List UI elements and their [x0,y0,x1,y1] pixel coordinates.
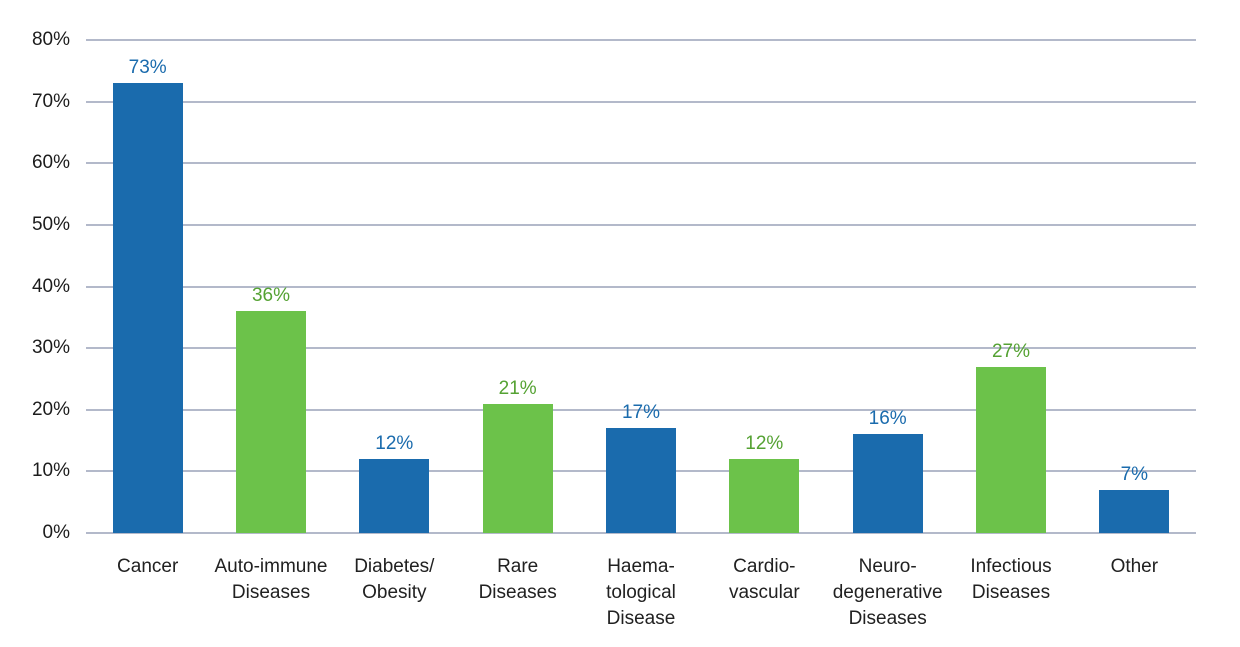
category-label-neuro: Neuro- degenerative Diseases [832,556,943,629]
bar-infectious [976,366,1046,533]
gridline [86,39,1196,41]
category-label-auto-immune: Auto-immune Diseases [214,556,328,603]
bar-value-label-infectious: 27% [991,340,1030,362]
y-axis-tick-label: 30% [31,337,70,359]
bar-value-label-rare: 21% [498,377,537,399]
gridline [86,532,1196,534]
gridline [86,285,1196,288]
category-label-haema: Haema- tological Disease [606,556,676,629]
bar-value-label-cancer: 73% [128,57,167,79]
category-label-cancer: Cancer [117,556,179,577]
category-label-rare: Rare Diseases [478,556,557,603]
category-label-cardio: Cardio- vascular [728,556,800,603]
bar-other [1099,489,1170,533]
y-axis-tick-label: 10% [31,460,70,482]
gridline [86,162,1196,165]
bar-value-label-neuro: 16% [868,408,907,430]
bar-value-label-diabetes: 12% [375,433,414,455]
y-axis-tick-label: 70% [31,90,70,112]
bar-auto-immune [236,311,306,533]
y-axis-tick-label: 40% [31,275,70,297]
category-label-other: Other [1110,556,1159,577]
y-axis-tick-label: 20% [31,398,70,420]
y-axis-tick-label: 0% [42,522,70,543]
bar-value-label-auto-immune: 36% [251,285,290,307]
bar-cardio [729,459,800,533]
y-axis-tick-label: 60% [31,152,70,174]
gridline [86,100,1196,103]
gridline [86,347,1196,350]
category-label-diabetes: Diabetes/ Obesity [354,556,435,603]
bar-value-label-haema: 17% [621,402,660,424]
bar-neuro [852,434,923,533]
y-axis-tick-label: 50% [31,213,70,235]
bar-diabetes [359,459,430,533]
bar-value-label-cardio: 12% [745,433,784,455]
category-label-infectious: Infectious Diseases [970,556,1052,603]
y-axis-tick-label: 80% [31,29,70,50]
bar-value-label-other: 7% [1120,463,1149,485]
bar-rare [482,403,553,533]
gridline [86,223,1196,226]
bar-haema [606,428,676,533]
gridline [86,408,1196,411]
bar-cancer [112,83,183,533]
